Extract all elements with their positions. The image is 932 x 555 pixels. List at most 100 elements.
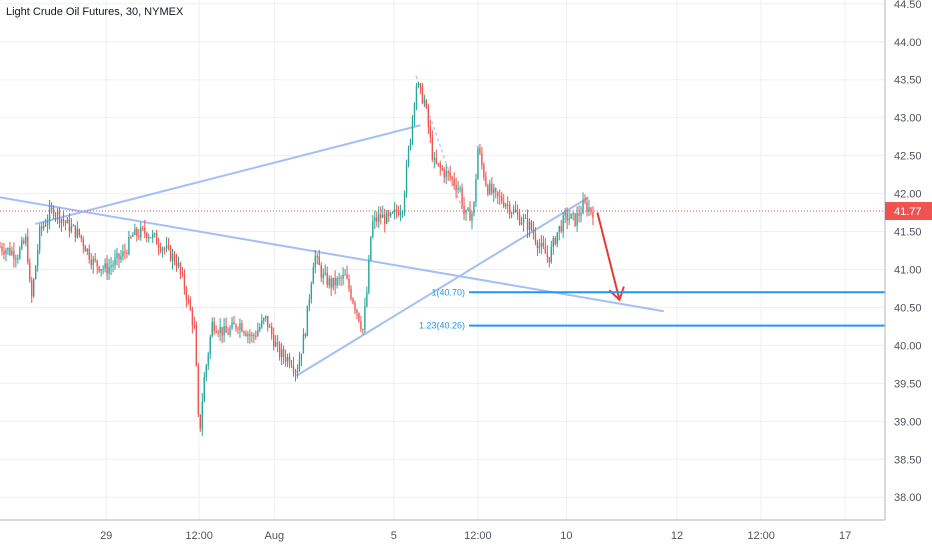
time-axis-tick: 5: [391, 530, 397, 542]
candle-body: [471, 213, 473, 221]
candle-body: [590, 207, 592, 212]
time-axis-tick: 29: [100, 530, 112, 542]
candle-body: [173, 254, 176, 263]
price-axis-tick: 40.50: [894, 302, 922, 314]
candle-body: [334, 277, 336, 286]
candle-body: [261, 320, 263, 328]
candle-body: [514, 209, 517, 212]
candle-body: [114, 257, 116, 265]
candle-body: [286, 356, 289, 362]
candle-body: [124, 251, 126, 253]
candle-body: [332, 277, 334, 288]
candle-body: [110, 265, 112, 268]
time-axis-tick: 12:00: [185, 530, 213, 542]
candle-body: [235, 324, 237, 329]
candle-body: [588, 207, 590, 212]
fib-level-label: 1.23(40.26): [419, 321, 465, 331]
candle-body: [237, 328, 239, 330]
candle-body: [54, 215, 57, 217]
candle-body: [376, 217, 378, 222]
candle-body: [443, 169, 445, 178]
candle-body: [411, 117, 414, 140]
candle-body: [467, 208, 469, 210]
candle-body: [374, 217, 376, 222]
candle-body: [44, 225, 47, 227]
forecast-arrow-head[interactable]: [608, 286, 625, 302]
candle-body: [215, 330, 217, 333]
candle-body: [84, 246, 86, 252]
candle-body: [3, 251, 5, 255]
candle-body: [140, 227, 142, 238]
candle-body: [40, 226, 43, 229]
candle-body: [358, 313, 360, 322]
candle-body: [580, 213, 582, 216]
candle-body: [419, 83, 422, 87]
candle-body: [520, 222, 523, 225]
candle-body: [177, 263, 180, 267]
candle-body: [540, 242, 543, 247]
candle-body: [239, 323, 241, 330]
candle-body: [205, 365, 207, 377]
candle-body: [582, 201, 584, 214]
drawings[interactable]: [0, 75, 885, 377]
candle-body: [320, 265, 322, 278]
candle-body: [157, 244, 160, 248]
candle-body: [431, 136, 434, 160]
candle-body: [249, 334, 251, 336]
candle-body: [146, 233, 148, 238]
forecast-arrow[interactable]: [596, 212, 621, 301]
candle-body: [245, 333, 247, 336]
candle-body: [270, 326, 273, 335]
time-axis-tick: Aug: [265, 530, 285, 542]
dashed-projection-line[interactable]: [415, 75, 466, 217]
candle-body: [451, 177, 453, 179]
time-axis-tick: 10: [560, 530, 572, 542]
candle-body: [510, 212, 513, 214]
candle-body: [560, 225, 562, 232]
candle-body: [153, 233, 156, 235]
candle-body: [314, 256, 317, 268]
price-axis-tick: 41.50: [894, 227, 922, 239]
candle-body: [187, 299, 190, 301]
candle-body: [546, 253, 549, 257]
candle-body: [501, 196, 503, 203]
candle-body: [449, 173, 451, 178]
candle-body: [74, 225, 77, 238]
candle-body: [211, 321, 213, 337]
candle-body: [0, 246, 1, 248]
candle-body: [435, 157, 437, 164]
candle-body: [391, 212, 394, 214]
candle-body: [64, 221, 67, 224]
candle-body: [522, 218, 525, 223]
candle-body: [586, 202, 588, 212]
candle-body: [197, 365, 200, 415]
price-axis-tick: 39.50: [894, 378, 922, 390]
fib-levels[interactable]: 1(40.70) 1.23(40.26): [419, 287, 885, 331]
candle-body: [284, 356, 287, 362]
time-axis-tick: 12:00: [464, 530, 492, 542]
candle-body: [425, 100, 428, 108]
candle-body: [302, 334, 305, 354]
trendline[interactable]: [35, 124, 421, 225]
trendline[interactable]: [0, 196, 664, 313]
candle-body: [223, 325, 225, 336]
price-axis-tick: 38.50: [894, 454, 922, 466]
candle-body: [475, 179, 477, 202]
candle-body: [201, 401, 203, 429]
candle-body: [185, 289, 188, 300]
candle-body: [455, 184, 457, 191]
candle-body: [36, 250, 39, 266]
candle-body: [23, 240, 25, 244]
candle-body: [66, 219, 69, 224]
candle-body: [267, 315, 269, 328]
candle-body: [322, 273, 324, 278]
candle-body: [62, 219, 65, 222]
candle-body: [76, 228, 79, 238]
trendline[interactable]: [295, 196, 590, 377]
candle-body: [217, 332, 219, 334]
candle-body: [497, 191, 499, 196]
candle-body: [461, 187, 463, 206]
candle-body: [169, 246, 172, 261]
